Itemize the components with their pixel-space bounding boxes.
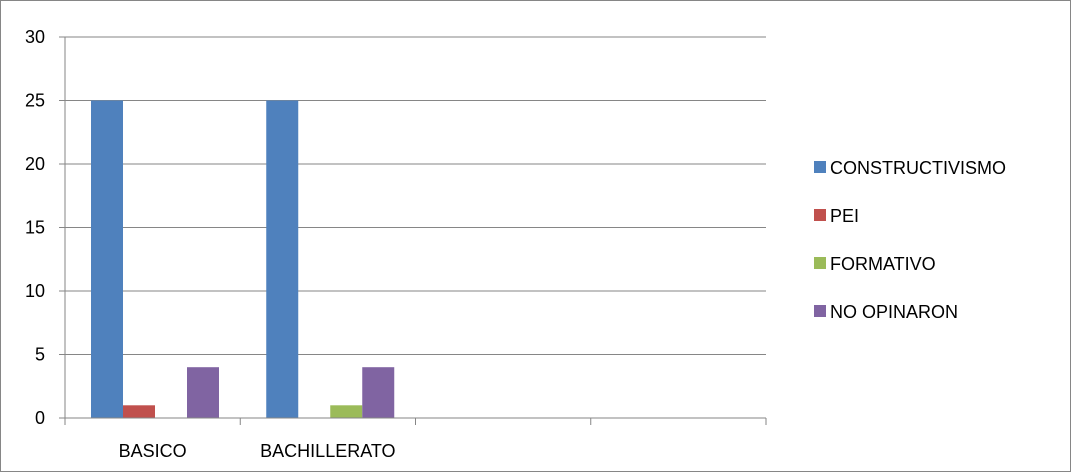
legend-swatch xyxy=(814,257,826,269)
legend-label: FORMATIVO xyxy=(830,254,936,274)
y-tick-label: 10 xyxy=(25,281,45,301)
y-tick-label: 20 xyxy=(25,154,45,174)
y-tick-label: 25 xyxy=(25,91,45,111)
legend: CONSTRUCTIVISMO PEI FORMATIVO NO OPINARON xyxy=(814,158,1006,322)
bar xyxy=(123,405,155,418)
x-tick-label: BACHILLERATO xyxy=(260,441,395,461)
legend-label: NO OPINARON xyxy=(830,302,958,322)
gridlines xyxy=(65,36,766,355)
bars xyxy=(91,100,395,418)
bar xyxy=(266,100,299,418)
legend-swatch xyxy=(814,305,826,317)
y-tick-label: 0 xyxy=(35,408,45,428)
x-tick-label: BASICO xyxy=(119,441,187,461)
legend-label: CONSTRUCTIVISMO xyxy=(830,158,1006,178)
y-tick-label: 15 xyxy=(25,218,45,238)
legend-swatch xyxy=(814,209,826,221)
y-tick-label: 30 xyxy=(25,27,45,47)
bar xyxy=(362,367,395,418)
axes: 0 5 10 15 20 25 30 BASICO BACHILLERATO xyxy=(25,27,767,461)
bar xyxy=(91,100,123,418)
y-tick-label: 5 xyxy=(35,345,45,365)
legend-swatch xyxy=(814,161,826,173)
legend-label: PEI xyxy=(830,206,859,226)
bar xyxy=(187,367,219,418)
bar xyxy=(330,405,363,418)
